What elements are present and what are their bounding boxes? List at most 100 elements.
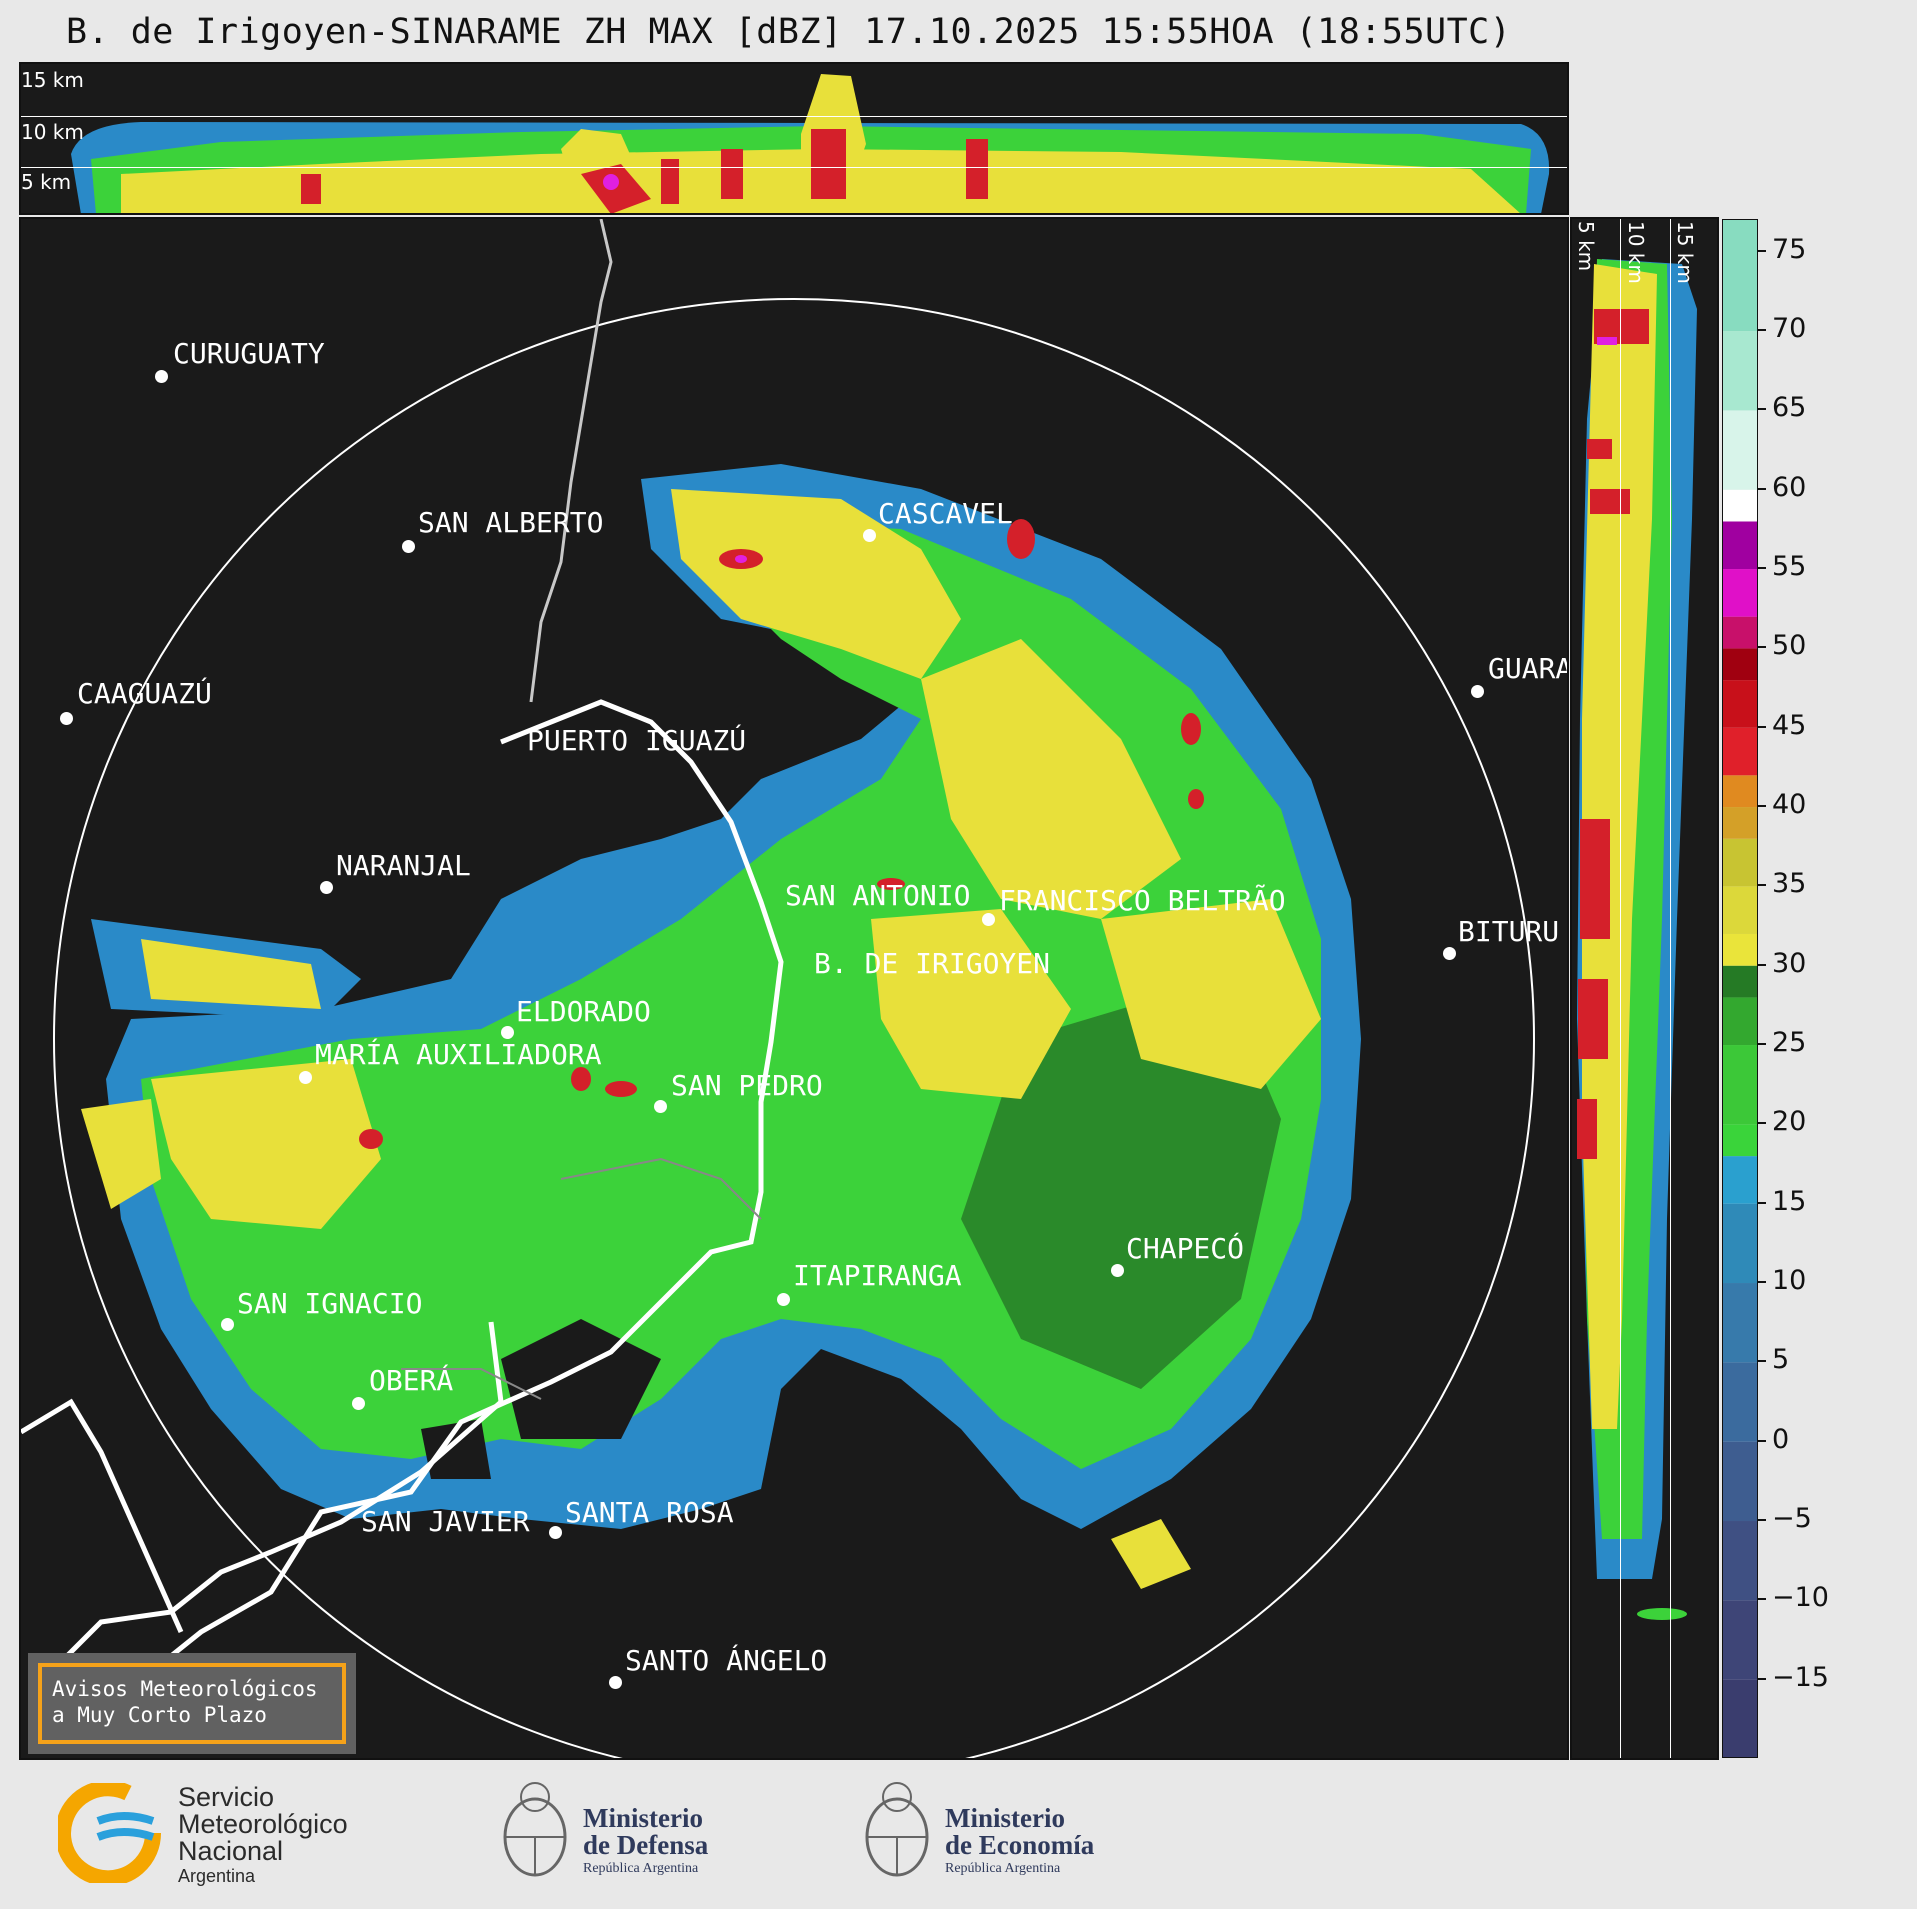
colorbar-tick-label: 0 — [1772, 1423, 1790, 1455]
colorbar-tick-label: 45 — [1772, 709, 1807, 741]
colorbar-band — [1723, 807, 1757, 839]
city-label-cascavel: CASCAVEL — [878, 497, 1013, 530]
colorbar-band — [1723, 521, 1757, 570]
city-label-santo-angelo: SANTO ÁNGELO — [625, 1644, 828, 1677]
smn-line-3: Nacional — [178, 1836, 284, 1866]
colorbar-tick-label: 15 — [1772, 1185, 1807, 1217]
notice-line-1: Avisos Meteorológicos — [52, 1677, 318, 1701]
colorbar-tick-label: 25 — [1772, 1027, 1807, 1059]
city-label-maria-auxiliadora: MARÍA AUXILIADORA — [315, 1038, 602, 1071]
city-label-san-javier: SAN JAVIER — [361, 1505, 530, 1538]
city-dot-francisco-beltrao — [982, 913, 995, 926]
colorbar-band — [1723, 1441, 1757, 1522]
city-dot-maria-auxiliadora — [299, 1071, 312, 1084]
colorbar-band — [1723, 965, 1757, 998]
side-cross-section-echo — [1577, 259, 1697, 1620]
side-altitude-15km: 15 km — [1673, 221, 1697, 284]
city-label-san-pedro: SAN PEDRO — [671, 1069, 823, 1102]
colorbar-tick-label: 10 — [1772, 1265, 1807, 1297]
colorbar-band — [1723, 220, 1757, 332]
city-dot-eldorado — [501, 1026, 514, 1039]
economia-line-3: República Argentina — [945, 1861, 1061, 1876]
colorbar-band — [1723, 1600, 1757, 1680]
city-dot-naranjal — [320, 881, 333, 894]
city-label-san-alberto: SAN ALBERTO — [418, 506, 604, 539]
colorbar-tick-label: 75 — [1772, 233, 1807, 265]
economia-line-2: de Economía — [945, 1830, 1095, 1860]
smn-logo-icon — [58, 1783, 162, 1883]
colorbar-band — [1723, 648, 1757, 681]
colorbar-band — [1723, 933, 1757, 966]
city-dot-chapeco — [1111, 1264, 1124, 1277]
economia-line-1: Ministerio — [945, 1803, 1065, 1833]
top-altitude-10km: 10 km — [21, 120, 84, 144]
colorbar-tick-label: −10 — [1772, 1582, 1829, 1614]
economia-logo-text: Ministerio de Economía República Argenti… — [945, 1805, 1094, 1879]
top-altitude-5km: 5 km — [21, 170, 72, 194]
colorbar-band — [1723, 838, 1757, 887]
smn-logo-text: Servicio Meteorológico Nacional Argentin… — [178, 1784, 348, 1887]
colorbar-band — [1723, 1521, 1757, 1601]
colorbar-tick-label: −15 — [1772, 1661, 1829, 1693]
city-dot-cascavel — [863, 529, 876, 542]
colorbar-band — [1723, 1283, 1757, 1363]
side-altitude-10km: 10 km — [1624, 221, 1648, 284]
city-label-caaguazu: CAAGUAZÚ — [77, 677, 212, 710]
city-dot-santo-angelo — [609, 1676, 622, 1689]
colorbar-band — [1723, 616, 1757, 649]
colorbar-band — [1723, 775, 1757, 808]
colorbar-band — [1723, 680, 1757, 728]
city-label-puerto-iguazu: PUERTO IGUAZÚ — [527, 724, 747, 757]
colorbar-tick-label: 65 — [1772, 392, 1807, 424]
colorbar-band — [1723, 1679, 1757, 1757]
city-dot-bituru — [1443, 947, 1456, 960]
side-altitude-5km: 5 km — [1574, 221, 1598, 272]
city-label-itapiranga: ITAPIRANGA — [793, 1259, 962, 1292]
city-label-guara: GUARA — [1488, 652, 1569, 685]
radar-echo-layer — [21, 219, 1535, 1758]
city-dot-itapiranga — [777, 1293, 790, 1306]
city-label-b-de-irigoyen: B. DE IRIGOYEN — [814, 947, 1051, 980]
city-dot-san-ignacio — [221, 1318, 234, 1331]
city-dot-caaguazu — [60, 712, 73, 725]
defensa-line-1: Ministerio — [583, 1803, 703, 1833]
colorbar-band — [1723, 410, 1757, 490]
colorbar-band — [1723, 489, 1757, 522]
radar-map-panel[interactable]: CURUGUATY SAN ALBERTO CASCAVEL CAAGUAZÚ … — [19, 217, 1569, 1760]
colorbar-band — [1723, 1045, 1757, 1125]
smn-line-1: Servicio — [178, 1782, 275, 1812]
top-altitude-15km: 15 km — [21, 68, 84, 92]
colorbar-band — [1723, 1156, 1757, 1204]
side-cross-section-panel: 5 km 10 km 15 km — [1570, 217, 1719, 1760]
dbz-colorbar — [1722, 219, 1758, 1758]
colorbar-tick-label: 40 — [1772, 789, 1807, 821]
defensa-line-2: de Defensa — [583, 1830, 709, 1860]
top-cross-section-panel: 15 km 10 km 5 km — [19, 62, 1569, 215]
colorbar-tick-label: 50 — [1772, 630, 1807, 662]
city-label-francisco-beltrao: FRANCISCO BELTRÃO — [999, 884, 1286, 917]
colorbar-band — [1723, 331, 1757, 411]
city-dot-santa-rosa — [549, 1526, 562, 1539]
colorbar-tick-label: 35 — [1772, 868, 1807, 900]
city-dot-guara — [1471, 685, 1484, 698]
notice-box: Avisos Meteorológicos a Muy Corto Plazo — [28, 1653, 356, 1754]
defensa-coat-of-arms-icon — [503, 1782, 567, 1877]
colorbar-band — [1723, 1124, 1757, 1157]
colorbar-band — [1723, 727, 1757, 776]
colorbar-tick-label: 55 — [1772, 551, 1807, 583]
city-label-curuguaty: CURUGUATY — [173, 337, 325, 370]
city-label-san-antonio: SAN ANTONIO — [785, 879, 971, 912]
city-label-san-ignacio: SAN IGNACIO — [237, 1287, 423, 1320]
smn-line-4: Argentina — [178, 1866, 256, 1886]
city-dot-san-alberto — [402, 540, 415, 553]
city-dot-curuguaty — [155, 370, 168, 383]
colorbar-tick-label: 30 — [1772, 947, 1807, 979]
city-dot-obera — [352, 1397, 365, 1410]
notice-line-2: a Muy Corto Plazo — [52, 1703, 267, 1727]
defensa-logo-text: Ministerio de Defensa República Argentin… — [583, 1805, 708, 1879]
top-cross-section-echo — [71, 74, 1550, 213]
city-dot-san-pedro — [654, 1100, 667, 1113]
defensa-line-3: República Argentina — [583, 1861, 699, 1876]
colorbar-tick-label: 60 — [1772, 471, 1807, 503]
city-label-chapeco: CHAPECÓ — [1126, 1232, 1245, 1265]
